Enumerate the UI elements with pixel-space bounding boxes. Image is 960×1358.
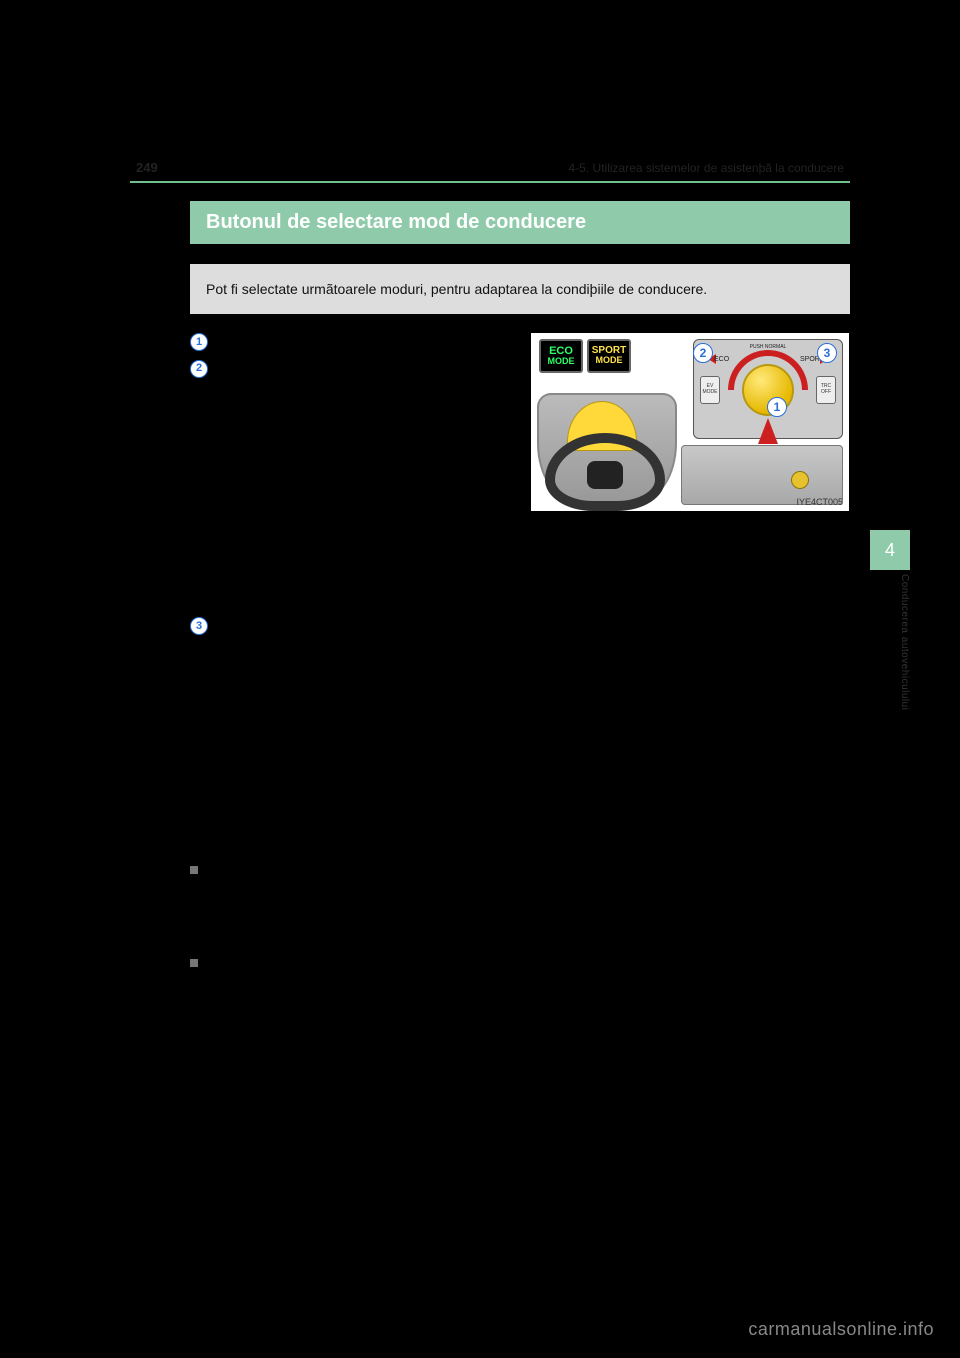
callout-1-icon: 1 [190,333,208,351]
center-stack [681,445,843,505]
section-path: 4-5. Utilizarea sistemelor de asistenþã … [569,161,844,175]
square-bullet-icon [190,866,198,874]
note-2-title: Dezactivarea automatã a modului Sport [190,955,850,974]
item-3-para-2: Când butonul este comutat pe dreapta, in… [216,713,512,773]
square-bullet-icon [190,959,198,967]
pointer-red-icon [758,418,778,444]
text-column: 1 Mod Normal 2 Mod de conducere Eco Adec… [190,332,512,827]
callout-2-icon: 2 [190,360,208,378]
item-3: 3 Mod Sport [190,616,512,636]
sport-badge-bot: MODE [589,356,629,366]
footer-code: CT200h_OM_OM76215E_(EE) [190,926,357,940]
sport-mode-badge: SPORT MODE [587,339,631,373]
eco-mode-badge: ECO MODE [539,339,583,373]
content-row: 1 Mod Normal 2 Mod de conducere Eco Adec… [190,332,850,827]
diagram-column: ECO MODE SPORT MODE PUSH NORMAL EC [530,332,850,827]
dashboard-diagram: ECO MODE SPORT MODE PUSH NORMAL EC [530,332,850,512]
eco-badge-bot: MODE [541,357,581,367]
item-2-para-2: Când butonul de mod de conducere este co… [216,495,512,555]
note-2-title-text: Dezactivarea automatã a modului Sport [206,957,431,971]
callout-3-icon: 3 [190,617,208,635]
chapter-tab-label: Conducerea autovehiculului [870,574,910,710]
watermark: carmanualsonline.info [748,1319,934,1340]
ev-mode-switch: EV MODE [700,376,720,404]
trc-off-switch: TRC OFF [816,376,836,404]
item-1: 1 Mod Normal [190,332,512,352]
header-rule [130,181,850,183]
note-2-body: Dacã contactul este oprit dupã ce aþi co… [206,977,850,996]
divider [190,849,850,850]
console-eco-label: ECO [714,356,729,363]
title-bar: Butonul de selectare mod de conducere [190,201,850,244]
note-1-title-text: Funcþionarea sistemului de climatizare î… [206,864,509,878]
item-3-label: Mod Sport [216,616,512,636]
note-1-title: Funcþionarea sistemului de climatizare î… [190,862,850,881]
chapter-tab: 4 [870,530,910,570]
item-2: 2 Mod de conducere Eco [190,359,512,379]
item-2-para-1: Adecvat pentru îmbunãtãþirea economiei d… [216,385,512,486]
item-2-label: Mod de conducere Eco [216,359,512,379]
item-3-para-1: Utilizaþi acest mod când este doritã o c… [216,642,512,702]
item-2-para-3: Apãsaþi acest buton pentru a trece în mo… [216,566,512,606]
diagram-code: IYE4CT005 [796,497,843,507]
page-header: 249 4-5. Utilizarea sistemelor de asiste… [130,160,850,181]
item-1-label: Mod Normal [216,332,512,352]
steering-hub [587,461,623,489]
intro-box: Pot fi selectate urmãtoarele moduri, pen… [190,264,850,314]
item-3-para-3: Apãsaþi acest buton pentru a trece în mo… [216,783,512,823]
page-number: 249 [136,160,158,175]
page: 249 4-5. Utilizarea sistemelor de asiste… [130,160,850,1010]
